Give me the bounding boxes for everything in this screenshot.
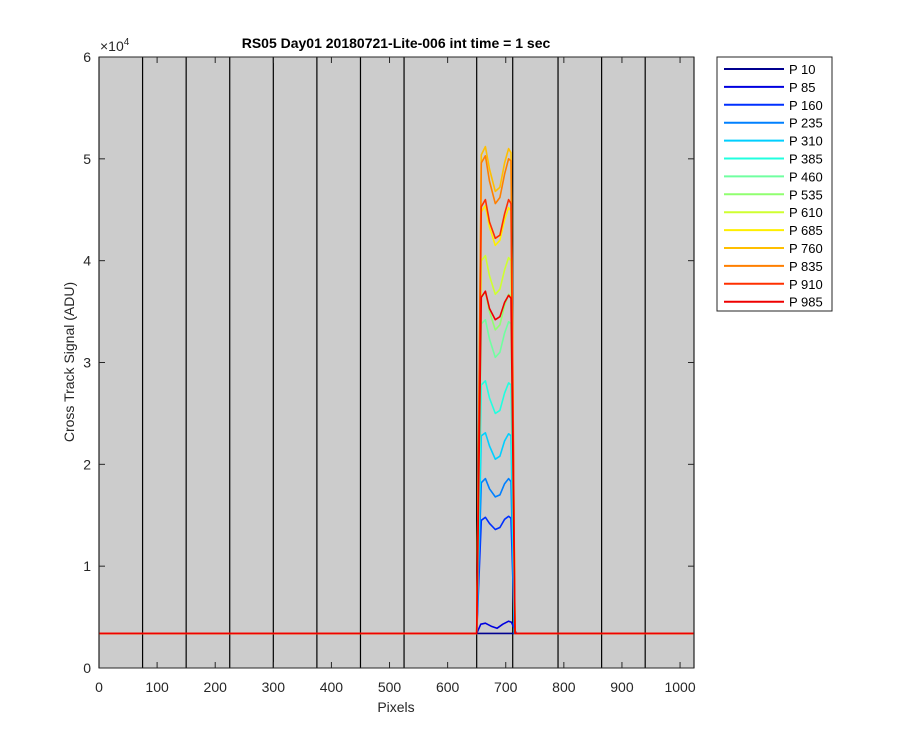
legend-label: P 235 — [789, 116, 823, 131]
x-tick-label: 500 — [378, 679, 402, 695]
series-line-p910 — [99, 198, 694, 635]
x-tick-label: 800 — [552, 679, 576, 695]
legend-label: P 460 — [789, 169, 823, 184]
legend-label: P 535 — [789, 187, 823, 202]
legend-box — [716, 56, 833, 312]
legend: P 10 P 85 P 160 P 235 P 310 P 385 P 460 P 535 P … — [716, 56, 833, 312]
legend-label: P 610 — [789, 205, 823, 220]
x-tick-label: 100 — [145, 679, 169, 695]
y-axis-ticks: 0 1 2 3 4 5 6 — [83, 49, 694, 676]
y-exponent-base: ×10 — [100, 38, 124, 54]
legend-label: P 10 — [789, 62, 816, 77]
x-tick-label: 200 — [204, 679, 228, 695]
x-tick-label: 0 — [95, 679, 103, 695]
legend-label: P 760 — [789, 241, 823, 256]
plot-area — [99, 57, 694, 668]
legend-label: P 385 — [789, 152, 823, 167]
x-tick-label: 400 — [320, 679, 344, 695]
y-tick-label: 6 — [83, 49, 91, 65]
x-tick-label: 300 — [262, 679, 286, 695]
legend-label: P 835 — [789, 259, 823, 274]
x-tick-label: 1000 — [664, 679, 695, 695]
y-tick-label: 4 — [83, 253, 91, 269]
y-axis-exponent: ×104 — [100, 37, 130, 54]
legend-label: P 910 — [789, 277, 823, 292]
y-tick-label: 5 — [83, 151, 91, 167]
legend-label: P 160 — [789, 98, 823, 113]
y-tick-label: 0 — [83, 660, 91, 676]
series-line-p985 — [99, 290, 694, 635]
y-tick-label: 1 — [83, 558, 91, 574]
y-tick-label: 3 — [83, 355, 91, 371]
legend-label: P 85 — [789, 80, 816, 95]
x-tick-label: 700 — [494, 679, 518, 695]
series-line-p85 — [99, 620, 694, 635]
x-tick-label: 900 — [610, 679, 634, 695]
series-lines — [99, 145, 694, 635]
legend-label: P 685 — [789, 223, 823, 238]
x-tick-label: 600 — [436, 679, 460, 695]
y-tick-label: 2 — [83, 456, 91, 472]
x-axis-ticks: 0 100 200 300 400 500 600 700 800 900 1000 — [95, 57, 696, 695]
y-axis-label: Cross Track Signal (ADU) — [61, 282, 77, 442]
legend-label: P 310 — [789, 134, 823, 149]
y-exponent-power: 4 — [124, 37, 130, 48]
chart-title: RS05 Day01 20180721-Lite-006 int time = … — [242, 35, 551, 51]
x-axis-label: Pixels — [377, 699, 414, 715]
legend-label: P 985 — [789, 295, 823, 310]
